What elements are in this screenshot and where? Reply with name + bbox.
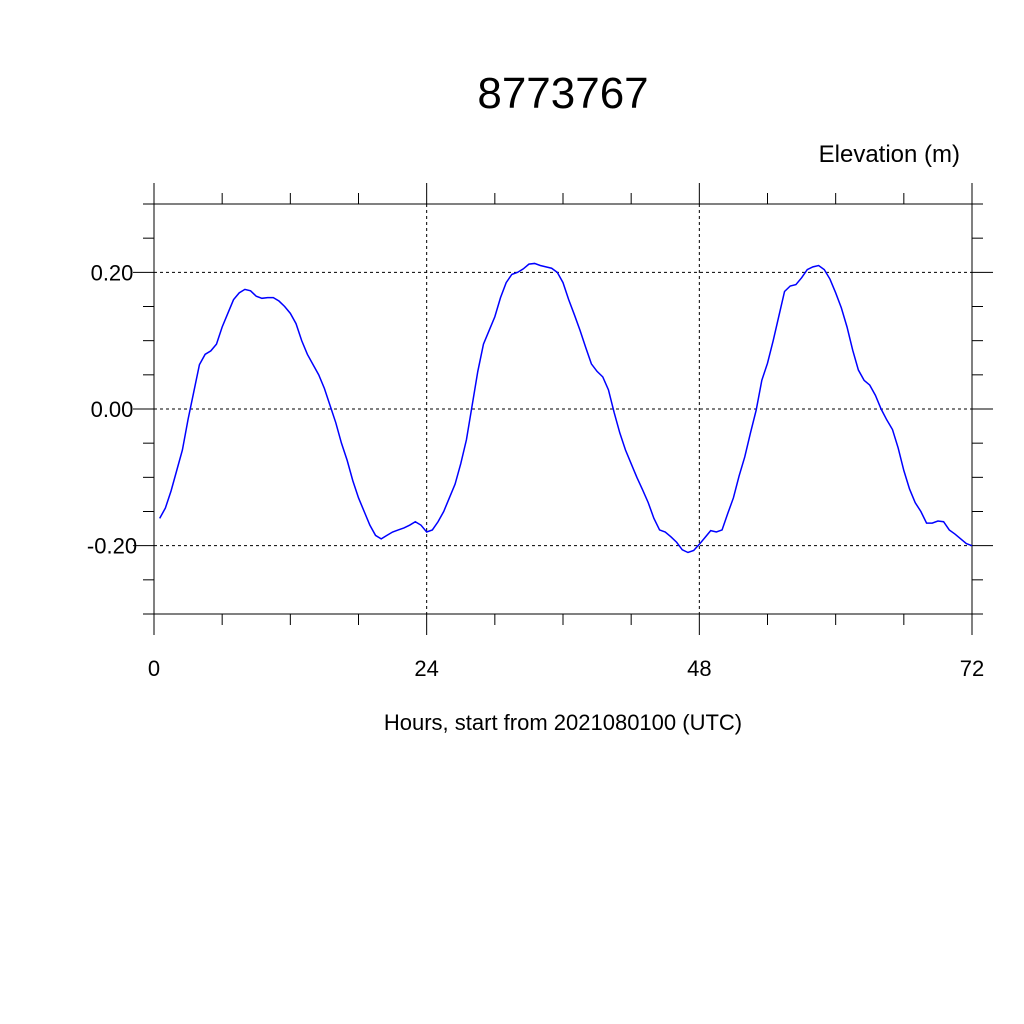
x-tick-label: 0 [148,656,160,681]
x-axis-label: Hours, start from 2021080100 (UTC) [384,710,742,735]
chart-subtitle: Elevation (m) [819,141,960,168]
y-tick-label: 0.20 [91,260,134,285]
plot-frame [153,203,973,615]
x-tick-label: 24 [414,656,438,681]
chart-title: 8773767 [477,69,648,118]
x-tick-label: 72 [960,656,984,681]
data-line [159,262,973,554]
x-tick-label: 48 [687,656,711,681]
y-tick-label: -0.20 [87,534,137,559]
y-tick-label: 0.00 [91,397,134,422]
